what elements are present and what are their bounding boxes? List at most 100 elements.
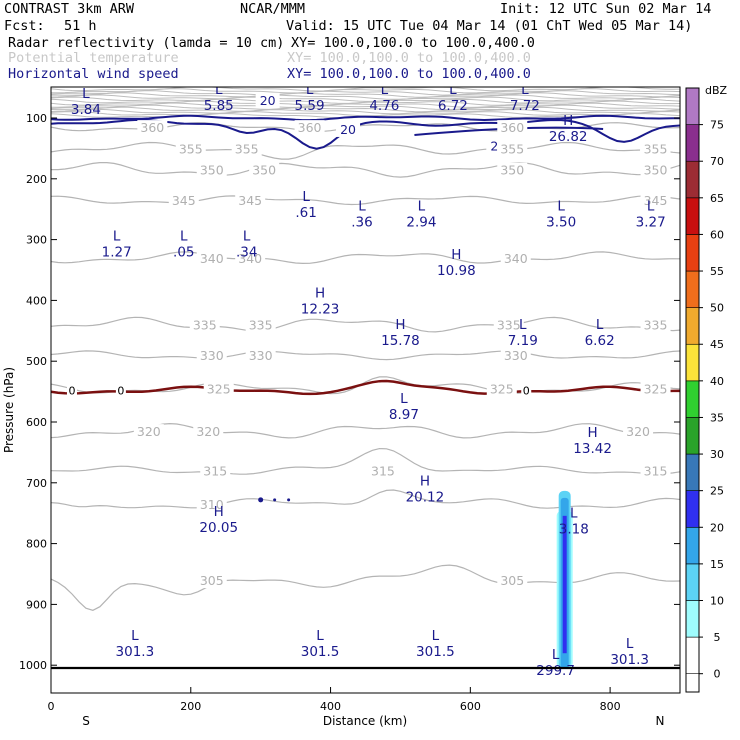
freezing-label: 0: [117, 384, 124, 397]
contour-label-mask: [235, 193, 266, 209]
colorbar-box: [685, 526, 700, 565]
theta-label: 325: [490, 382, 514, 397]
colorbar-label: 5: [714, 631, 721, 644]
theta-label: 325: [207, 382, 231, 397]
colorbar-label: 35: [710, 411, 724, 424]
extremum-value: 7.19: [508, 333, 538, 349]
theta-label: 305: [500, 573, 524, 588]
colorbar-label: 65: [710, 192, 724, 205]
theta-contour-310: [51, 489, 680, 509]
theta-label: 330: [504, 348, 528, 363]
extremum-L: L: [180, 229, 188, 245]
y-tick-label: 100: [26, 112, 47, 125]
theta-contour-345: [51, 195, 680, 206]
extremum-value: 13.42: [573, 441, 612, 457]
contour-labels: 360 360 360 355 355 355 355 350 350 350 350 345 345 3…: [133, 120, 671, 589]
extremum-value: 10.98: [437, 263, 476, 279]
extremum-L: L: [306, 82, 314, 98]
extremum-value: 20.05: [199, 520, 238, 536]
x-tick-label: 800: [600, 700, 621, 713]
extremum-value: 12.23: [301, 301, 340, 317]
contour-label-mask: [137, 120, 168, 136]
theta-label: 340: [238, 251, 262, 266]
extremum-L: L: [557, 198, 565, 214]
extremum-L: L: [596, 317, 604, 333]
extremum-value: 299.7: [536, 663, 575, 679]
colorbar-box: [685, 124, 700, 162]
theta-label: 345: [238, 193, 262, 208]
contour-label-mask: [231, 141, 262, 157]
y-tick-label: 200: [26, 173, 47, 186]
wind-label-mask: [336, 121, 361, 137]
wind-label: 20: [340, 122, 356, 137]
contour-label-mask: [175, 141, 206, 157]
upper-theta-line: [51, 106, 680, 113]
freezing-label-mask: [115, 385, 126, 397]
contour-label-mask: [294, 120, 325, 136]
y-tick-label: 300: [26, 234, 47, 247]
colorbar-box: [685, 417, 700, 455]
extremum-value: 26.82: [549, 129, 588, 145]
contour-label-mask: [497, 141, 528, 157]
theta-label: 315: [644, 464, 668, 479]
extremum-L: L: [400, 391, 408, 407]
extremum-value: 3.84: [71, 102, 101, 118]
extremum-value: 8.97: [389, 407, 419, 423]
field-name-reflectivity: Radar reflectivity (lamda = 10 cm): [8, 35, 284, 51]
colorbar-box: [685, 600, 700, 638]
y-tick-label: 900: [26, 598, 47, 611]
extremum-L: L: [358, 198, 366, 214]
theta-label: 355: [644, 141, 668, 156]
wind-contour-fragment: [273, 498, 277, 502]
wind-contour-fragment: [258, 497, 264, 503]
field-name-wind: Horizontal wind speed: [8, 66, 179, 82]
extrema-labels: L3.84L5.85L5.59L4.76L6.72L7.72H26.82L.61…: [71, 82, 666, 679]
south-label: S: [82, 714, 90, 728]
freezing-level: 00000: [51, 379, 680, 397]
theta-label: 315: [203, 464, 227, 479]
extremum-L: L: [647, 198, 655, 214]
north-label: N: [656, 714, 665, 728]
theta-label: 335: [644, 318, 668, 333]
theta-label: 310: [200, 497, 224, 512]
extremum-value: 301.5: [416, 644, 455, 660]
plot-frame: [50, 86, 681, 694]
x-tick-label: 600: [460, 700, 481, 713]
extremum-value: .34: [236, 245, 257, 261]
upper-theta-line: [51, 108, 680, 115]
field-xy-theta: XY= 100.0,100.0 to 100.0,400.0: [287, 50, 531, 66]
colorbar-box: [685, 343, 700, 382]
contour-label-mask: [497, 573, 528, 589]
contour-label-mask: [189, 317, 220, 333]
contour-label-mask: [640, 141, 671, 157]
extremum-value: 1.27: [102, 245, 132, 261]
field-xy-wind: XY= 100.0,100.0 to 100.0,400.0: [287, 66, 531, 82]
colorbar-box: [685, 490, 700, 528]
y-tick-label: 600: [26, 416, 47, 429]
colorbar-box: [685, 197, 700, 235]
colorbar-label: 55: [710, 265, 724, 278]
x-tick-label: 0: [48, 700, 55, 713]
colorbar-label: 30: [710, 448, 724, 461]
extremum-value: 15.78: [381, 333, 420, 349]
freezing-level-line: [51, 379, 680, 396]
extremum-L: L: [418, 198, 426, 214]
extremum-value: 5.85: [204, 98, 234, 114]
colorbar-label: 75: [710, 119, 724, 132]
colorbar-frame: [685, 87, 700, 693]
contour-label-mask: [497, 162, 528, 178]
colorbar-box: [685, 87, 700, 125]
contour-label-mask: [193, 424, 224, 440]
contour-label-mask: [640, 381, 671, 397]
colorbar-box: [685, 380, 700, 418]
colorbar-box: [685, 636, 700, 674]
upper-theta-line: [51, 104, 680, 110]
model-title: CONTRAST 3km ARW: [4, 1, 135, 17]
contour-label-mask: [493, 317, 524, 333]
extremum-L: L: [113, 229, 121, 245]
field-xy-reflectivity: XY= 100.0,100.0 to 100.0,400.0: [291, 35, 535, 51]
theta-contour-340: [51, 251, 680, 265]
freezing-label-mask: [521, 385, 532, 397]
theta-label: 360: [140, 120, 164, 135]
